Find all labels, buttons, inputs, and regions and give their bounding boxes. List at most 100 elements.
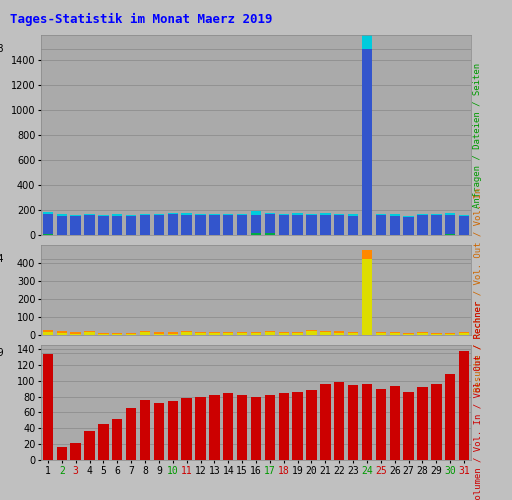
Bar [417,387,428,460]
Bar [251,396,261,460]
Bar [98,333,109,334]
Bar [348,333,358,335]
Bar [390,214,400,216]
Bar [71,216,81,235]
Bar [459,216,470,235]
Bar [279,332,289,333]
Bar [181,214,192,235]
Bar [56,448,67,460]
Bar [348,216,358,235]
Bar [390,332,400,333]
Bar [223,215,233,235]
Bar [209,214,220,215]
Bar [140,214,150,215]
Bar [126,215,136,216]
Bar [292,392,303,460]
Bar [403,334,414,335]
Bar [445,234,456,235]
Bar [320,214,331,235]
Bar [431,334,441,335]
Text: 134.49: 134.49 [0,348,5,358]
Bar [417,214,428,215]
Bar [279,394,289,460]
Bar [265,395,275,460]
Bar [306,215,317,235]
Bar [71,442,81,460]
Bar [112,216,122,235]
Bar [71,334,81,335]
Bar [195,332,206,333]
Bar [292,332,303,333]
Bar [320,384,331,460]
Bar [348,332,358,333]
Bar [459,350,470,460]
Bar [154,403,164,460]
Bar [251,210,261,215]
Bar [237,214,247,215]
Text: Tages-Statistik im Monat Maerz 2019: Tages-Statistik im Monat Maerz 2019 [10,12,273,26]
Bar [417,333,428,335]
Bar [362,33,372,49]
Bar [126,216,136,235]
Bar [223,214,233,215]
Bar [112,334,122,335]
Text: 1488: 1488 [0,44,5,54]
Bar [223,394,233,460]
Bar [306,330,317,331]
Bar [42,234,53,235]
Bar [348,386,358,460]
Bar [209,395,220,460]
Bar [390,386,400,460]
Bar [251,215,261,235]
Bar [445,333,456,334]
Bar [431,215,441,235]
Text: Besuche / Rechner / Vol. Out / Vol. In: Besuche / Rechner / Vol. Out / Vol. In [473,188,482,392]
Bar [42,212,53,214]
Bar [445,374,456,460]
Bar [56,332,67,333]
Bar [56,216,67,235]
Bar [42,332,53,335]
Bar [265,330,275,332]
Bar [181,331,192,332]
Bar [376,214,386,215]
Bar [251,332,261,333]
Bar [42,354,53,460]
Bar [265,213,275,214]
Bar [417,332,428,333]
Bar [445,334,456,335]
Bar [403,217,414,235]
Bar [42,214,53,235]
Bar [112,333,122,334]
Bar [237,215,247,235]
Bar [265,233,275,235]
Bar [459,215,470,216]
Bar [265,332,275,335]
Bar [362,49,372,235]
Bar [140,332,150,335]
Bar [84,332,95,335]
Bar [376,215,386,235]
Bar [348,214,358,216]
Bar [195,396,206,460]
Bar [98,216,109,235]
Bar [390,216,400,235]
Bar [306,214,317,215]
Bar [56,333,67,335]
Bar [376,333,386,335]
Bar [251,233,261,235]
Bar [140,215,150,235]
Bar [320,331,331,332]
Bar [84,331,95,332]
Bar [334,214,345,215]
Bar [279,214,289,215]
Bar [459,333,470,335]
Bar [292,333,303,335]
Text: Anfragen / Dateien / Seiten: Anfragen / Dateien / Seiten [473,62,482,208]
Bar [306,390,317,460]
Bar [181,332,192,335]
Bar [140,331,150,332]
Bar [71,215,81,216]
Bar [167,400,178,460]
Bar [126,334,136,335]
